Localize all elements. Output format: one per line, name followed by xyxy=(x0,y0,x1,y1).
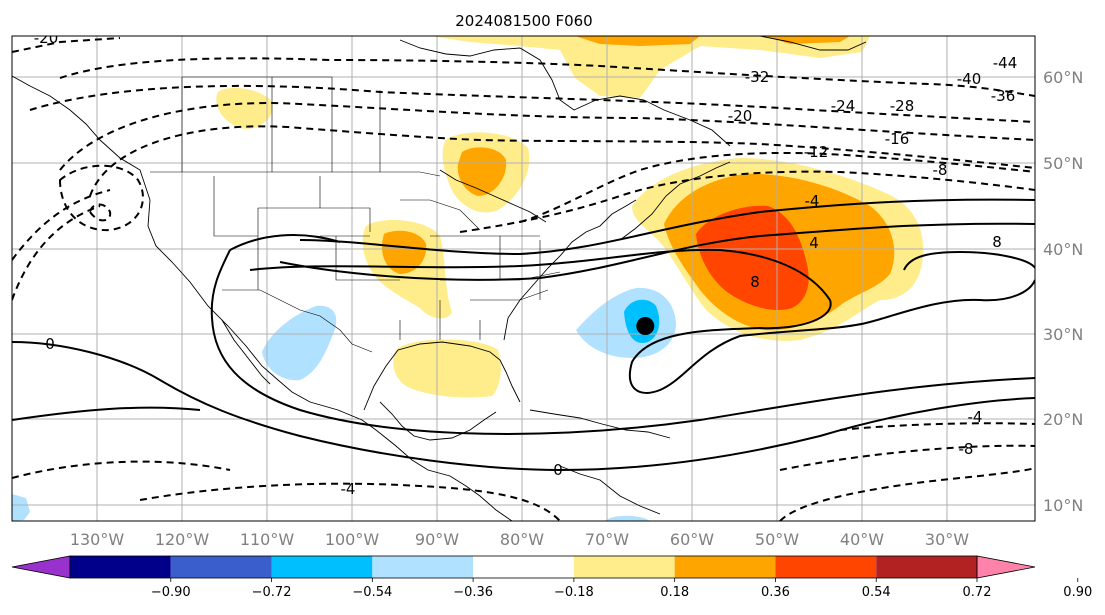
contour-label-neg44: -44 xyxy=(993,54,1018,72)
contour-label-neg8-east: -8 xyxy=(959,440,974,458)
contour-label-neg20-west: -20 xyxy=(34,29,59,47)
colorbar-extend-min xyxy=(11,555,71,579)
lon-label-100w: 100°W xyxy=(325,530,380,549)
contour-label-4: 4 xyxy=(809,234,819,252)
contour-labels: -20 -32 -40 -44 -36 -20 -24 -28 -16 -12 … xyxy=(34,29,1018,498)
colorbar-segment xyxy=(674,556,776,578)
storm-center-marker xyxy=(636,317,655,335)
lon-label-90w: 90°W xyxy=(415,530,459,549)
contour-label-neg16: -16 xyxy=(885,130,910,148)
contour-label-neg8-north: -8 xyxy=(933,161,948,179)
lon-label-30w: 30°W xyxy=(925,530,969,549)
contour-label-8-east: 8 xyxy=(992,233,1002,251)
shade-orange-greatlakes xyxy=(457,147,507,196)
colorbar-tick-label: −0.36 xyxy=(453,585,493,600)
colorbar-tick-label: 0.72 xyxy=(963,585,992,600)
shade-blue-s xyxy=(605,515,650,521)
shade-yellow-top xyxy=(430,36,870,98)
shade-yellow-canada xyxy=(216,87,273,129)
map-area: -20 -32 -40 -44 -36 -20 -24 -28 -16 -12 … xyxy=(12,29,1035,521)
colorbar: −0.90 −0.72 −0.54 −0.36 −0.18 0.18 0.36 0.54 0.7… xyxy=(11,555,1092,600)
contour-label-neg4-east: -4 xyxy=(968,408,983,426)
colorbar-segment xyxy=(473,556,574,578)
colorbar-tick-label: −0.90 xyxy=(151,585,191,600)
colorbar-tick-label: 0.90 xyxy=(1063,585,1092,600)
contours xyxy=(12,37,1035,521)
lon-label-70w: 70°W xyxy=(585,530,629,549)
lat-label-30n: 30°N xyxy=(1043,325,1083,344)
lon-label-60w: 60°W xyxy=(670,530,714,549)
lat-label-20n: 20°N xyxy=(1043,410,1083,429)
lat-label-10n: 10°N xyxy=(1043,496,1083,515)
lon-label-80w: 80°W xyxy=(500,530,544,549)
colorbar-extend-max xyxy=(976,555,1036,579)
lon-label-120w: 120°W xyxy=(155,530,210,549)
colorbar-segment xyxy=(775,556,877,578)
lon-label-40w: 40°W xyxy=(840,530,884,549)
contour-label-neg36: -36 xyxy=(991,87,1016,105)
map-frame xyxy=(11,35,1036,522)
contour-label-0-south: 0 xyxy=(553,461,563,479)
contour-label-neg28: -28 xyxy=(890,97,915,115)
lon-label-110w: 110°W xyxy=(240,530,295,549)
contour-label-neg24: -24 xyxy=(831,97,856,115)
contour-label-neg4-north: -4 xyxy=(805,192,820,210)
colorbar-segment xyxy=(573,556,675,578)
contour-label-neg20: -20 xyxy=(728,107,753,125)
map-title: 2024081500 F060 xyxy=(455,12,592,30)
contour-label-neg4-south: -4 xyxy=(341,480,356,498)
shade-blue-sw xyxy=(12,494,30,521)
colorbar-segment xyxy=(372,556,474,578)
lon-label-50w: 50°W xyxy=(755,530,799,549)
colorbar-tick-label: −0.54 xyxy=(352,585,392,600)
shade-orange-top2 xyxy=(765,36,850,44)
shade-blue-mexico xyxy=(262,305,337,381)
contour-label-neg32: -32 xyxy=(745,68,770,86)
colorbar-tick-label: 0.54 xyxy=(862,585,891,600)
colorbar-segment xyxy=(170,556,272,578)
colorbar-frame xyxy=(69,555,978,579)
lat-label-50n: 50°N xyxy=(1043,154,1083,173)
colorbar-segment xyxy=(70,556,171,578)
shade-yellow-gulf xyxy=(393,339,501,398)
lon-label-130w: 130°W xyxy=(70,530,125,549)
colorbar-tick-label: 0.36 xyxy=(761,585,790,600)
contour-label-neg12: -12 xyxy=(804,143,829,161)
colorbar-segment xyxy=(271,556,373,578)
contour-label-neg40: -40 xyxy=(957,70,982,88)
lat-label-60n: 60°N xyxy=(1043,68,1083,87)
colorbar-tick-label: −0.18 xyxy=(554,585,594,600)
colorbar-tick-label: 0.18 xyxy=(660,585,689,600)
contour-label-8-center: 8 xyxy=(750,273,760,291)
longitude-axis: 130°W 120°W 110°W 100°W 90°W 80°W 70°W 6… xyxy=(70,530,969,549)
latitude-axis: 60°N 50°N 40°N 30°N 20°N 10°N xyxy=(1043,68,1083,515)
shade-orange-top xyxy=(575,36,700,46)
colorbar-segment xyxy=(876,556,977,578)
borders xyxy=(150,76,561,353)
shade-red-east xyxy=(696,205,809,311)
contour-label-0-west: 0 xyxy=(45,335,55,353)
shade-orange-midwest xyxy=(381,230,427,274)
lat-label-40n: 40°N xyxy=(1043,240,1083,259)
colorbar-tick-label: −0.72 xyxy=(252,585,292,600)
